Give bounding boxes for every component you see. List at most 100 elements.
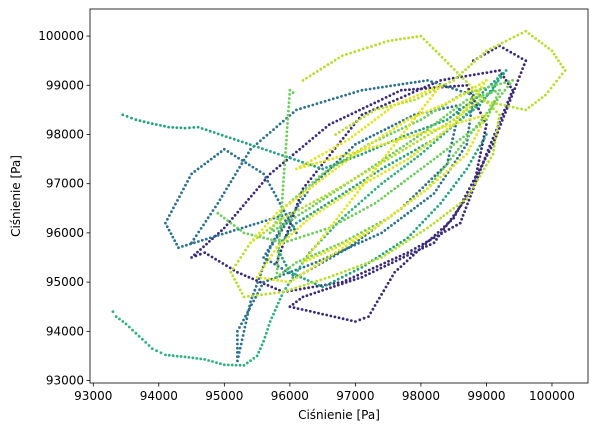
data-point-s1-280 — [433, 174, 437, 178]
data-point-s0-432 — [518, 75, 521, 78]
data-point-s3-85 — [363, 196, 367, 200]
data-point-s4-138 — [304, 209, 308, 212]
data-point-s5-267 — [443, 58, 447, 62]
data-point-s1-169 — [236, 334, 239, 337]
data-point-s5-29 — [444, 82, 448, 86]
data-point-s2-60 — [364, 151, 368, 154]
data-point-s3-45 — [264, 331, 268, 335]
data-point-s4-194 — [419, 118, 423, 122]
data-point-s5-241 — [492, 144, 496, 148]
data-point-s0-133 — [391, 258, 394, 261]
data-point-s2-149 — [341, 192, 345, 196]
data-point-s1-157 — [258, 288, 261, 292]
data-point-s1-408 — [251, 165, 255, 169]
data-point-s4-137 — [308, 206, 311, 210]
data-point-s5-73 — [544, 93, 547, 97]
data-point-s0-350 — [308, 309, 312, 313]
data-point-s0-346 — [292, 306, 296, 309]
data-point-s2-217 — [433, 208, 436, 212]
data-point-s3-38 — [252, 356, 256, 360]
data-point-s0-94 — [489, 140, 493, 144]
data-point-s6-324 — [374, 167, 378, 171]
data-point-s4-20 — [290, 238, 293, 242]
data-point-s6-213 — [481, 114, 484, 118]
data-point-s4-136 — [311, 204, 315, 208]
data-point-s1-184 — [244, 321, 248, 325]
data-point-s0-119 — [443, 230, 447, 233]
data-point-s2-223 — [449, 188, 453, 192]
data-point-s6-160 — [323, 258, 327, 261]
data-point-s2-75 — [422, 127, 425, 130]
data-point-s4-100 — [435, 120, 439, 124]
data-point-s0-351 — [313, 310, 316, 314]
data-point-s0-348 — [300, 308, 304, 311]
data-point-s0-407 — [475, 172, 479, 176]
data-point-s6-311 — [408, 124, 411, 127]
data-point-s4-51 — [406, 177, 410, 181]
data-point-s5-31 — [452, 79, 456, 82]
data-point-s0-132 — [394, 256, 398, 260]
data-point-s6-136 — [270, 253, 274, 257]
data-point-s4-34 — [346, 216, 350, 220]
data-point-s5-189 — [327, 275, 331, 279]
data-point-s0-202 — [241, 204, 245, 208]
data-point-s6-87 — [435, 135, 439, 139]
data-point-s5-128 — [342, 183, 346, 187]
data-point-s0-180 — [206, 253, 210, 257]
data-point-s6-70 — [482, 82, 486, 86]
data-point-s0-422 — [502, 115, 506, 118]
data-point-s1-109 — [432, 192, 436, 195]
data-point-s5-268 — [440, 55, 444, 59]
data-point-s2-212 — [418, 223, 422, 227]
data-point-s5-138 — [304, 204, 308, 208]
data-point-s3-106 — [432, 141, 436, 145]
data-point-s5-172 — [255, 293, 259, 297]
data-point-s2-221 — [444, 195, 448, 198]
y-tick-label: 100000 — [38, 29, 84, 43]
data-point-s5-276 — [415, 35, 419, 39]
data-point-s2-229 — [465, 167, 469, 171]
data-point-s5-116 — [386, 157, 390, 161]
data-point-s0-58 — [427, 84, 431, 87]
data-point-s2-41 — [289, 156, 292, 160]
data-point-s0-170 — [243, 274, 247, 277]
data-point-s5-66 — [563, 69, 567, 72]
data-point-s4-325 — [284, 142, 288, 146]
data-point-s1-367 — [189, 242, 192, 246]
data-point-s2-206 — [399, 241, 403, 244]
data-point-s1-14 — [222, 191, 226, 195]
data-point-s4-233 — [472, 128, 476, 132]
data-point-s0-245 — [384, 96, 388, 99]
data-point-s5-240 — [492, 148, 495, 152]
data-point-s5-63 — [557, 59, 560, 63]
data-point-s3-2 — [118, 317, 121, 321]
data-point-s2-1 — [125, 115, 129, 118]
data-point-s0-415 — [491, 142, 495, 146]
data-point-s4-286 — [298, 259, 302, 263]
data-point-s1-405 — [240, 159, 244, 162]
data-point-s6-359 — [327, 249, 330, 253]
data-point-s0-386 — [424, 242, 428, 246]
data-point-s1-13 — [220, 194, 224, 198]
data-point-s1-199 — [263, 261, 266, 265]
data-point-s6-255 — [311, 162, 314, 166]
data-point-s0-175 — [225, 264, 228, 268]
data-point-s4-303 — [278, 234, 282, 238]
data-point-s6-343 — [324, 231, 328, 234]
data-point-s1-150 — [282, 273, 286, 276]
data-point-s5-300 — [319, 67, 323, 71]
data-point-s0-414 — [489, 146, 493, 150]
data-point-s4-38 — [362, 208, 365, 211]
data-point-s6-283 — [380, 113, 383, 117]
data-point-s6-94 — [413, 152, 416, 156]
data-point-s5-185 — [311, 281, 314, 284]
data-point-s2-24 — [220, 133, 224, 137]
data-point-s3-24 — [199, 357, 203, 361]
data-point-s0-135 — [383, 261, 387, 265]
data-point-s6-28 — [337, 165, 341, 168]
data-point-s0-326 — [360, 275, 364, 279]
data-point-s0-128 — [410, 249, 413, 252]
data-point-s5-271 — [431, 46, 435, 50]
data-point-s5-270 — [434, 49, 438, 53]
data-point-s3-27 — [211, 360, 214, 363]
